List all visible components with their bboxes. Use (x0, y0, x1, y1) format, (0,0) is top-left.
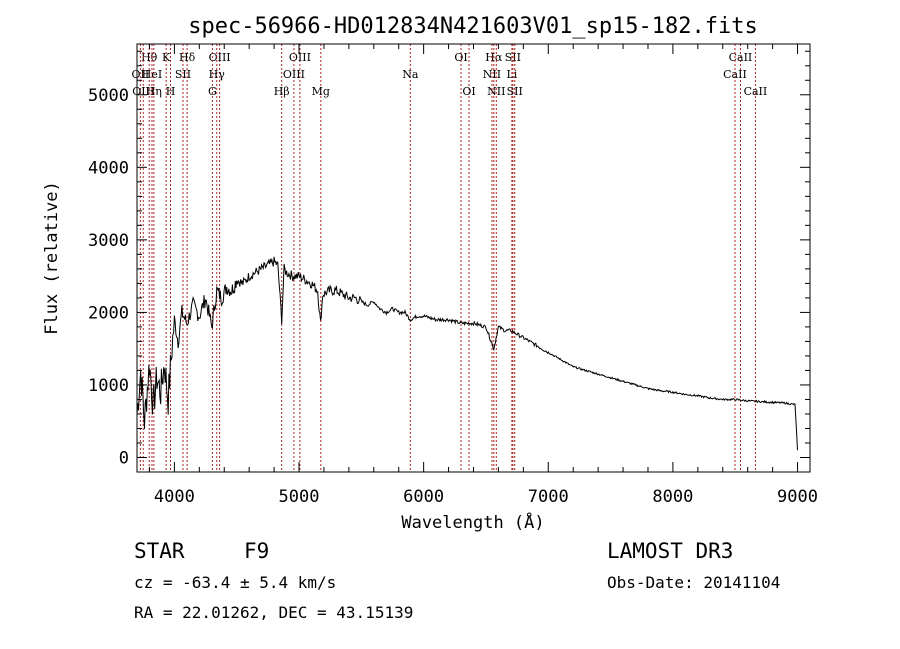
line-label: Li (506, 68, 517, 81)
y-axis-label: Flux (relative) (42, 181, 62, 335)
plot-frame (136, 43, 811, 473)
line-label: OIII (289, 51, 311, 64)
observation-date: Obs-Date: 20141104 (607, 573, 781, 592)
y-tick-label: 0 (119, 448, 129, 468)
line-label: OIII (209, 51, 231, 64)
line-label: OIII (283, 68, 305, 81)
y-tick-label: 4000 (88, 158, 129, 178)
object-subclass: F9 (244, 539, 270, 563)
line-label: CaII (729, 51, 753, 64)
x-tick-label: 7000 (528, 487, 569, 507)
line-label: K (162, 51, 171, 64)
line-label: CaII (723, 68, 747, 81)
line-label: SII (507, 85, 523, 98)
line-label: Hβ (274, 85, 290, 98)
x-axis-label: Wavelength (Å) (401, 511, 544, 533)
line-label: G (208, 85, 217, 98)
y-tick-label: 2000 (88, 303, 129, 323)
line-label: OI (462, 85, 475, 98)
y-tick-label: 1000 (88, 376, 129, 396)
line-label: Mg (312, 85, 330, 98)
line-label: HeI (142, 68, 162, 81)
line-label: OII (132, 68, 150, 81)
x-tick-label: 9000 (777, 487, 818, 507)
chart-title: spec-56966-HD012834N421603V01_sp15-182.f… (188, 14, 758, 39)
axis-ticks: 4000 5000 6000 7000 8000 9000 0 1000 2000 3000 400… (88, 44, 818, 507)
y-tick-label: 5000 (88, 86, 129, 106)
line-label: Na (402, 68, 419, 81)
y-tick-label: 3000 (88, 231, 129, 251)
line-label: Hα (485, 51, 503, 64)
spectrum-line (136, 256, 798, 451)
line-label: SII (505, 51, 521, 64)
ra-dec-coordinates: RA = 22.01262, DEC = 43.15139 (134, 603, 414, 622)
redshift-cz: cz = -63.4 ± 5.4 km/s (134, 573, 337, 592)
line-label: Hγ (209, 68, 226, 81)
line-label: Hδ (179, 51, 196, 64)
x-tick-label: 8000 (652, 487, 693, 507)
survey-name: LAMOST DR3 (607, 539, 734, 563)
x-tick-label: 4000 (154, 487, 195, 507)
x-tick-label: 5000 (279, 487, 320, 507)
line-label: Hη (146, 85, 162, 98)
x-tick-label: 6000 (403, 487, 444, 507)
line-label: CaII (744, 85, 768, 98)
line-label: NII (483, 68, 501, 81)
line-label: NII (487, 85, 505, 98)
line-label: OI (454, 51, 467, 64)
line-label: H (166, 85, 176, 98)
spectrum-series (136, 256, 798, 451)
line-label: SII (175, 68, 191, 81)
object-class: STAR (134, 539, 185, 563)
